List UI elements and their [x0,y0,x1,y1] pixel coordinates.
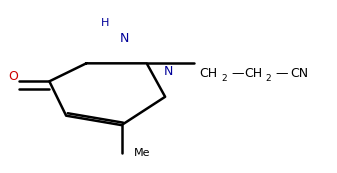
Text: CN: CN [290,67,308,80]
Text: CH: CH [244,67,262,80]
Text: O: O [8,70,19,83]
Text: CH: CH [200,67,218,80]
Text: N: N [120,32,129,45]
Text: —: — [276,67,288,80]
Text: —: — [232,67,244,80]
Text: 2: 2 [221,74,227,83]
Text: N: N [164,65,173,78]
Text: H: H [100,18,109,28]
Text: 2: 2 [266,74,271,83]
Text: Me: Me [133,148,150,158]
